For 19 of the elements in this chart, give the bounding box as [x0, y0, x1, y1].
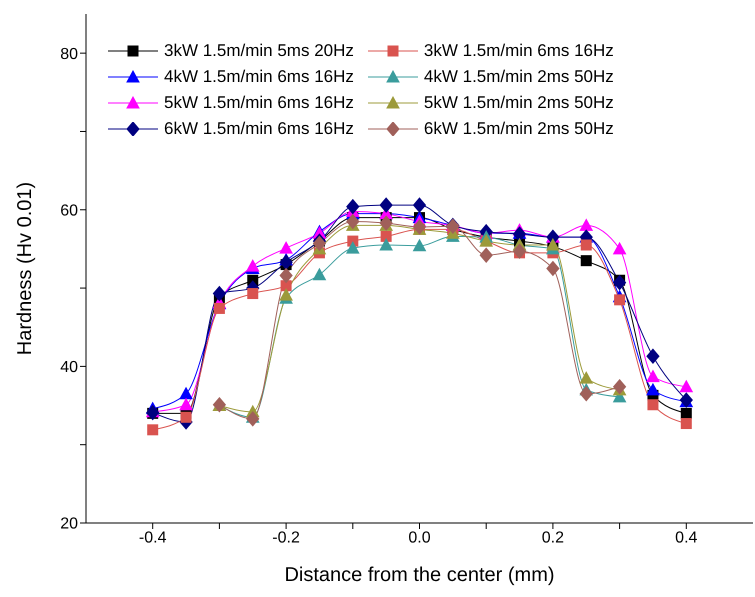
- x-tick-label: 0.4: [675, 529, 698, 546]
- y-tick-label: 80: [60, 46, 78, 63]
- legend-label: 6kW 1.5m/min 2ms 50Hz: [424, 118, 614, 140]
- legend-label: 3kW 1.5m/min 5ms 20Hz: [164, 40, 354, 62]
- y-axis-title: Hardness (Hv 0.01): [14, 182, 36, 356]
- x-tick-label: 0.0: [408, 529, 431, 546]
- legend-label: 4kW 1.5m/min 2ms 50Hz: [424, 66, 614, 88]
- legend-label: 6kW 1.5m/min 6ms 16Hz: [164, 118, 354, 140]
- y-tick-label: 60: [60, 202, 78, 220]
- legend-label: 5kW 1.5m/min 2ms 50Hz: [424, 92, 614, 114]
- y-tick-label: 20: [60, 516, 78, 533]
- legend-label: 3kW 1.5m/min 6ms 16Hz: [424, 40, 614, 62]
- x-tick-label: -0.4: [138, 529, 167, 546]
- legend-label: 4kW 1.5m/min 6ms 16Hz: [164, 66, 354, 88]
- legend-label: 5kW 1.5m/min 6ms 16Hz: [164, 92, 354, 114]
- x-tick-label: 0.2: [542, 529, 564, 546]
- y-tick-label: 40: [60, 359, 78, 376]
- x-axis-title: Distance from the center (mm): [284, 564, 555, 586]
- x-tick-label: -0.2: [272, 529, 300, 546]
